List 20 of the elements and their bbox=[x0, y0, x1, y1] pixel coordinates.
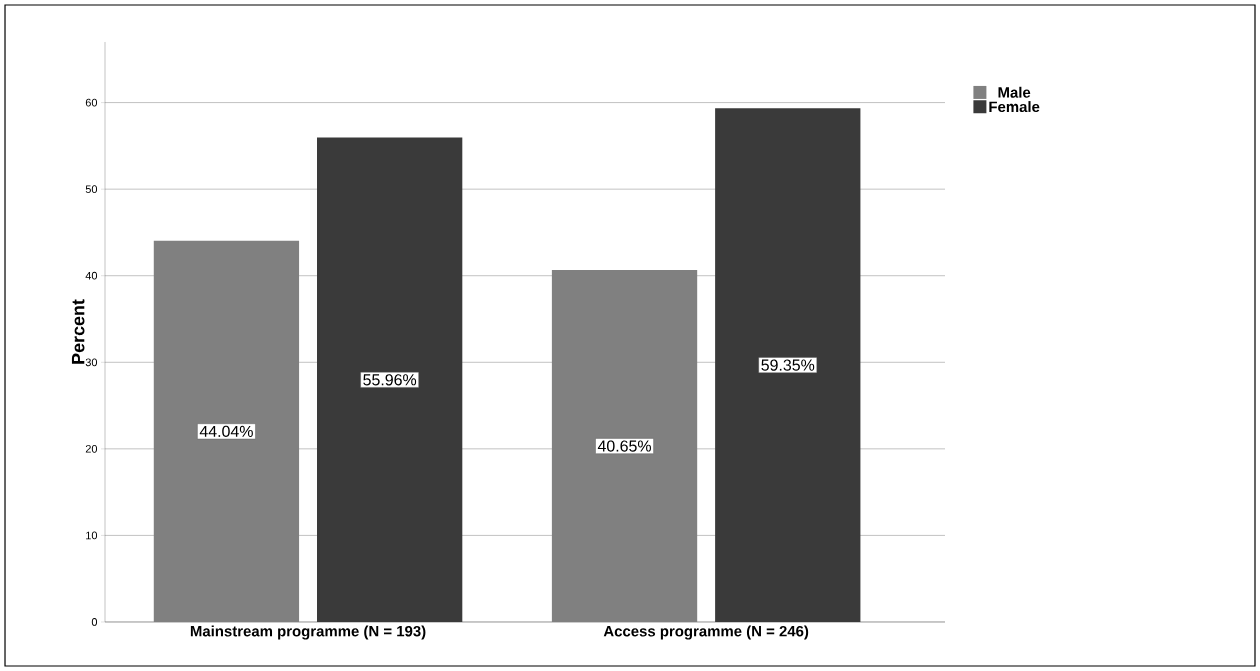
y-tick-label: 30 bbox=[85, 358, 98, 367]
y-tick-label: 60 bbox=[85, 98, 98, 107]
y-tick-label: 10 bbox=[86, 531, 98, 540]
bar bbox=[153, 240, 300, 622]
bar bbox=[715, 108, 861, 622]
bar bbox=[551, 270, 698, 622]
data-label: 44.04% bbox=[199, 425, 253, 438]
y-tick-label: 40 bbox=[85, 271, 98, 280]
legend-label: Female bbox=[989, 101, 1040, 113]
data-label: 59.35% bbox=[761, 359, 815, 371]
x-tick-label: Mainstream programme (N = 193) bbox=[190, 625, 426, 640]
bar bbox=[317, 137, 463, 622]
x-tick-label: Access programme (N = 246) bbox=[603, 625, 809, 640]
data-label: 55.96% bbox=[363, 374, 417, 386]
y-tick-label: 20 bbox=[85, 444, 98, 453]
y-axis-title: Percent bbox=[71, 299, 85, 364]
legend-label: Male bbox=[998, 86, 1031, 98]
y-tick-label: 0 bbox=[91, 618, 98, 626]
y-tick-label: 50 bbox=[85, 185, 98, 194]
data-label: 40.65% bbox=[597, 440, 651, 452]
